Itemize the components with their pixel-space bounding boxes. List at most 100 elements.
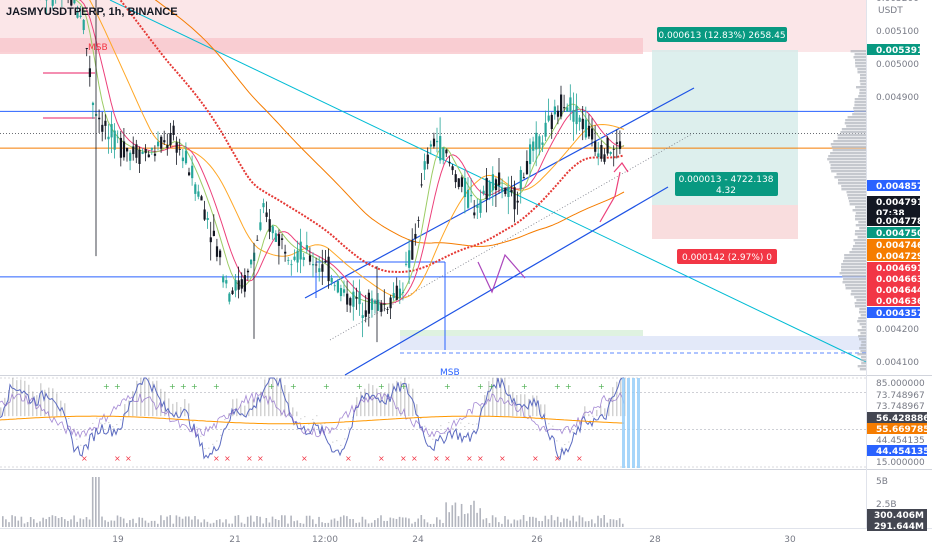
candle bbox=[89, 68, 91, 77]
volume-bar bbox=[442, 523, 444, 527]
oscillator-histogram-bar bbox=[300, 418, 302, 419]
price-level-text: 0.004857 bbox=[876, 182, 923, 192]
buy-marker: + bbox=[565, 382, 572, 391]
pane-separator[interactable] bbox=[0, 469, 932, 470]
candle bbox=[514, 187, 516, 209]
oscillator-histogram-bar bbox=[448, 422, 450, 423]
volume-bar bbox=[173, 524, 175, 527]
volume-profile-bar bbox=[858, 335, 866, 337]
volume-bar bbox=[365, 519, 367, 527]
volume-profile-bar bbox=[855, 215, 866, 217]
oscillator-histogram-bar bbox=[328, 433, 330, 434]
volume-bar bbox=[479, 508, 481, 527]
candle bbox=[235, 280, 237, 291]
candle bbox=[176, 142, 178, 152]
candle bbox=[411, 240, 413, 259]
oscillator-histogram-bar bbox=[32, 391, 34, 416]
candle bbox=[104, 121, 106, 126]
oscillator-histogram-bar bbox=[80, 445, 82, 446]
candle bbox=[259, 222, 261, 230]
volume-profile-bar bbox=[853, 107, 866, 109]
oscillator-signal-line bbox=[0, 393, 624, 438]
volume-bar bbox=[194, 516, 196, 527]
volume-bar bbox=[114, 521, 116, 527]
volume-bar bbox=[452, 505, 454, 527]
candle bbox=[340, 288, 342, 296]
candle bbox=[579, 118, 581, 122]
candle bbox=[238, 280, 240, 289]
volume-profile-bar bbox=[841, 269, 866, 271]
candle bbox=[70, 0, 72, 5]
volume-profile-bar bbox=[862, 326, 866, 328]
volume-bar bbox=[560, 522, 562, 527]
time-tick-label: 19 bbox=[112, 535, 124, 545]
candle bbox=[359, 291, 361, 304]
volume-profile-bar bbox=[858, 221, 866, 223]
volume-bar bbox=[176, 515, 178, 527]
oscillator-histogram-bar bbox=[440, 425, 442, 426]
candle bbox=[272, 226, 274, 233]
volume-bar bbox=[424, 519, 426, 527]
volume-profile-bar bbox=[854, 296, 866, 298]
volume-bar bbox=[101, 517, 103, 527]
volume-bar bbox=[272, 517, 274, 527]
oscillator-histogram-bar bbox=[216, 441, 218, 442]
volume-profile-bar bbox=[856, 212, 866, 214]
volume-bar bbox=[58, 518, 60, 527]
volume-bar bbox=[2, 516, 4, 527]
oscillator-histogram-bar bbox=[200, 436, 202, 437]
volume-bar bbox=[405, 518, 407, 527]
volume-bar bbox=[455, 503, 457, 527]
candle bbox=[582, 119, 584, 129]
volume-bar bbox=[262, 523, 264, 527]
oscillator-histogram-bar bbox=[588, 414, 590, 416]
volume-profile-bar bbox=[848, 197, 866, 199]
candle bbox=[464, 178, 466, 197]
price-tick-label: 0.004900 bbox=[876, 93, 919, 103]
volume-profile-bar bbox=[840, 131, 866, 133]
volume-profile-bar bbox=[848, 116, 866, 118]
buy-marker: + bbox=[488, 382, 495, 391]
candle bbox=[365, 310, 367, 317]
volume-bar bbox=[402, 517, 404, 527]
oscillator-histogram-bar bbox=[468, 423, 470, 424]
candle bbox=[331, 278, 333, 282]
volume-bar bbox=[582, 517, 584, 527]
volume-bar bbox=[433, 524, 435, 527]
oscillator-level-text: 55.669785 bbox=[876, 425, 930, 435]
volume-bar bbox=[293, 521, 295, 527]
price-level-text: 0.004663 bbox=[876, 275, 923, 285]
candle bbox=[228, 294, 230, 302]
volume-bar bbox=[95, 477, 97, 527]
volume-bar bbox=[275, 519, 277, 527]
volume-bar bbox=[188, 516, 190, 527]
volume-profile-bar bbox=[846, 287, 866, 289]
volume-profile-bar bbox=[852, 113, 866, 115]
currency-label: USDT bbox=[878, 6, 903, 16]
candle bbox=[495, 179, 497, 190]
sell-marker: × bbox=[444, 454, 451, 463]
volume-profile-bar bbox=[853, 245, 866, 247]
volume-bar bbox=[427, 522, 429, 527]
volume-bar bbox=[417, 519, 419, 527]
candle bbox=[523, 177, 525, 178]
volume-bar bbox=[343, 515, 345, 527]
volume-profile-bar bbox=[860, 332, 866, 334]
pane-separator[interactable] bbox=[0, 375, 932, 376]
volume-profile-bar bbox=[855, 218, 866, 220]
volume-bar bbox=[585, 521, 587, 527]
candle bbox=[303, 257, 305, 260]
volume-bar bbox=[284, 515, 286, 527]
volume-bar bbox=[179, 517, 181, 527]
volume-bar bbox=[303, 524, 305, 527]
candle bbox=[396, 286, 398, 300]
volume-profile-bar bbox=[837, 173, 866, 175]
candle bbox=[101, 125, 103, 132]
volume-profile-bar bbox=[833, 140, 866, 142]
volume-bar bbox=[83, 519, 85, 527]
volume-bar bbox=[300, 523, 302, 527]
candle bbox=[541, 143, 543, 145]
sell-marker: × bbox=[477, 454, 484, 463]
